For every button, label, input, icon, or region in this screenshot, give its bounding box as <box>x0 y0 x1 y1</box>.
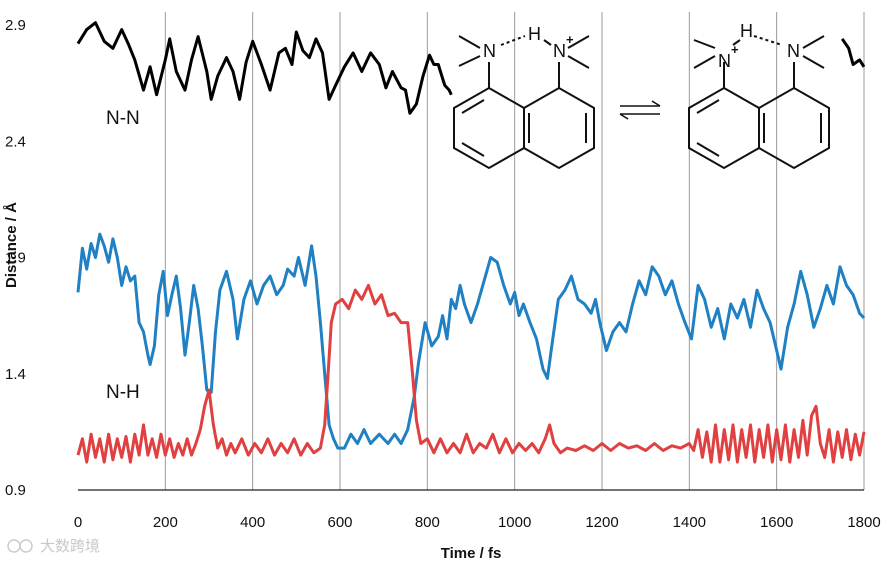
left-n1-label: N <box>483 41 496 61</box>
grid-lines <box>164 12 865 490</box>
y-tick-label: 1.9 <box>5 250 26 267</box>
watermark-text: 大数跨境 <box>40 537 100 555</box>
series-label-nh: N-H <box>106 382 140 403</box>
watermark: 大数跨境 <box>7 537 100 555</box>
x-tick-label: 800 <box>415 514 440 531</box>
x-tick-label: 1200 <box>585 514 618 531</box>
series-label-nn: N-N <box>106 108 140 129</box>
equilibrium-arrows-icon <box>619 100 661 120</box>
left-charge-label: + <box>566 32 574 47</box>
x-tick-label: 200 <box>153 514 178 531</box>
left-h-label: H <box>528 24 541 44</box>
right-n2-label: N <box>787 41 800 61</box>
right-n1-label: N <box>718 51 731 71</box>
series-line-n-h-3 <box>76 283 866 464</box>
tick-labels: 0 200 400 600 800 1000 1200 1400 1600 1800 0.9 1.4 1… <box>5 17 881 531</box>
proton-transfer-scheme: N H N + <box>453 21 830 170</box>
x-tick-label: 400 <box>240 514 265 531</box>
series-line-n-h-2 <box>76 232 866 450</box>
right-naphthalene <box>688 35 830 170</box>
right-h-label: H <box>740 21 753 41</box>
y-tick-label: 0.9 <box>5 482 26 499</box>
y-tick-label: 2.9 <box>5 17 26 34</box>
series-lines <box>76 21 866 464</box>
left-naphthalene <box>453 35 595 170</box>
x-tick-label: 1400 <box>673 514 706 531</box>
left-n2-label: N <box>553 41 566 61</box>
series-line-n-n-1 <box>840 38 866 68</box>
x-tick-label: 0 <box>74 514 82 531</box>
series-line-n-n-0 <box>76 21 453 115</box>
y-tick-label: 1.4 <box>5 366 26 383</box>
x-tick-label: 600 <box>327 514 352 531</box>
x-tick-label: 1600 <box>760 514 793 531</box>
x-tick-label: 1800 <box>847 514 880 531</box>
y-tick-label: 2.4 <box>5 133 26 150</box>
x-axis-title: Time / fs <box>441 545 502 562</box>
y-axis-title: Distance / Å <box>3 202 20 288</box>
right-charge-label: + <box>731 42 739 57</box>
x-tick-label: 1000 <box>498 514 531 531</box>
watermark-logo-icon <box>7 539 21 553</box>
watermark-logo-icon-2 <box>19 539 33 553</box>
